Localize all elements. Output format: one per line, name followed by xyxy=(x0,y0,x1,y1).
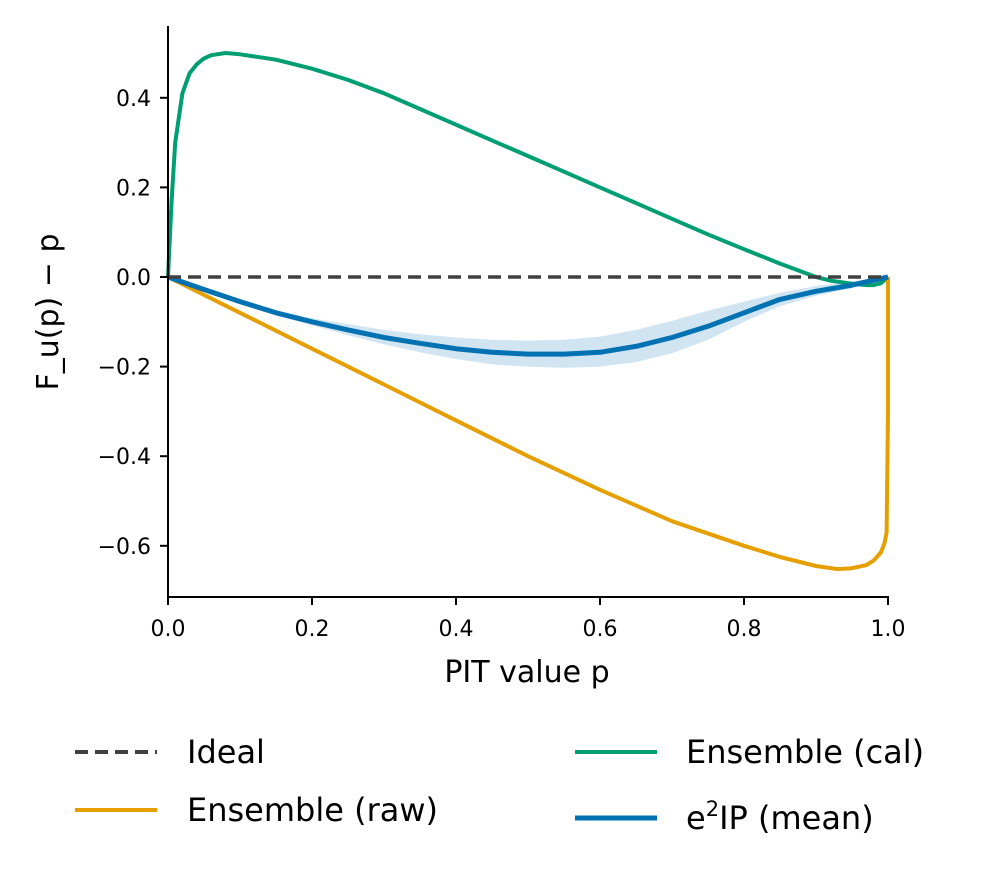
y-axis-ticks: 0.4 0.2 0.0 −0.2 −0.4 −0.6 xyxy=(98,87,168,560)
legend-label-e2ip-base: e xyxy=(686,799,706,837)
legend-label-ensemble-raw: Ensemble (raw) xyxy=(187,791,438,829)
x-axis-title-text: PIT value p xyxy=(444,655,609,690)
series-line-ensemble-raw xyxy=(167,275,890,572)
legend-label-ensemble-cal: Ensemble (cal) xyxy=(686,733,924,771)
y-tick-label: 0.4 xyxy=(116,87,151,112)
legend-label-e2ip-mean: e2IP (mean) xyxy=(686,797,874,837)
y-axis-title: F_u(p) − p xyxy=(31,234,66,391)
x-tick-label: 0.6 xyxy=(583,617,618,642)
x-tick-label: 0.0 xyxy=(151,617,186,642)
x-axis-ticks: 0.0 0.2 0.4 0.6 0.8 1.0 xyxy=(151,597,906,642)
y-tick-label: 0.2 xyxy=(116,176,151,201)
legend-label-ideal: Ideal xyxy=(187,733,265,771)
y-tick-label: −0.6 xyxy=(98,535,151,560)
x-tick-label: 0.2 xyxy=(295,617,330,642)
legend: Ideal Ensemble (raw) Ensemble (cal) e2IP… xyxy=(75,733,924,837)
x-tick-label: 1.0 xyxy=(871,617,906,642)
series-ensemble-cal xyxy=(166,51,890,288)
series-e2ip-mean xyxy=(167,274,889,357)
x-tick-label: 0.8 xyxy=(727,617,762,642)
legend-label-e2ip-superscript: 2 xyxy=(706,797,719,821)
legend-label-e2ip-rest: IP (mean) xyxy=(719,799,874,837)
y-tick-label: 0.0 xyxy=(116,266,151,291)
y-tick-label: −0.2 xyxy=(98,356,151,381)
series-line-ensemble-cal xyxy=(166,51,890,288)
plot-area xyxy=(166,51,890,572)
x-tick-label: 0.4 xyxy=(439,617,474,642)
series-ensemble-raw xyxy=(167,275,890,572)
y-tick-label: −0.4 xyxy=(98,445,151,470)
x-axis-title: PIT value p xyxy=(444,655,609,690)
series-line-e2ip-mean xyxy=(167,274,889,357)
